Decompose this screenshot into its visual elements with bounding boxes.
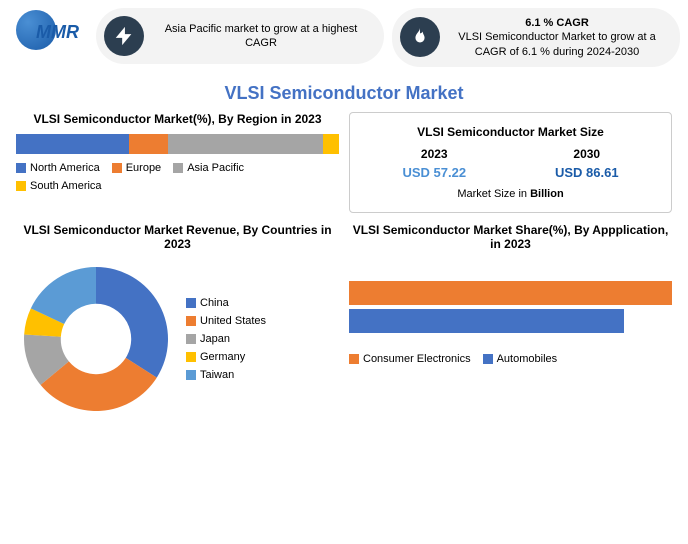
logo-text: MMR xyxy=(36,22,79,43)
region-legend: North America Europe Asia Pacific South Ame… xyxy=(16,162,339,192)
size-year-1: 2023 xyxy=(402,147,466,161)
size-year-2: 2030 xyxy=(555,147,619,161)
size-note-bold: Billion xyxy=(530,188,564,200)
region-panel: VLSI Semiconductor Market(%), By Region … xyxy=(16,112,339,213)
donut-slice xyxy=(96,267,168,378)
region-segment xyxy=(168,134,323,154)
flame-icon xyxy=(400,17,440,57)
size-box: VLSI Semiconductor Market Size 2023 USD … xyxy=(349,112,672,213)
main-title: VLSI Semiconductor Market xyxy=(0,83,688,104)
region-title: VLSI Semiconductor Market(%), By Region … xyxy=(16,112,339,126)
bolt-icon xyxy=(104,16,144,56)
legend-item: Germany xyxy=(186,351,266,363)
size-note: Market Size in Billion xyxy=(358,188,663,200)
app-bar xyxy=(349,309,624,333)
legend-item: South America xyxy=(16,180,102,192)
info-text-1: Asia Pacific market to grow at a highest… xyxy=(154,22,368,51)
size-val-1: USD 57.22 xyxy=(402,165,466,180)
legend-item: China xyxy=(186,297,266,309)
countries-panel: VLSI Semiconductor Market Revenue, By Co… xyxy=(16,223,339,419)
legend-item: Consumer Electronics xyxy=(349,353,471,365)
legend-item: Asia Pacific xyxy=(173,162,244,174)
info-2-highlight: 6.1 % CAGR xyxy=(450,16,664,30)
application-panel: VLSI Semiconductor Market Share(%), By A… xyxy=(349,223,672,419)
application-bars xyxy=(349,281,672,333)
size-val-2: USD 86.61 xyxy=(555,165,619,180)
legend-item: North America xyxy=(16,162,100,174)
legend-item: United States xyxy=(186,315,266,327)
size-col-2030: 2030 USD 86.61 xyxy=(555,147,619,180)
region-segment xyxy=(16,134,129,154)
application-title: VLSI Semiconductor Market Share(%), By A… xyxy=(349,223,672,251)
app-bar xyxy=(349,281,672,305)
size-col-2023: 2023 USD 57.22 xyxy=(402,147,466,180)
application-legend: Consumer Electronics Automobiles xyxy=(349,353,672,365)
countries-legend: China United States Japan Germany Taiwan xyxy=(186,297,266,381)
region-stacked-bar xyxy=(16,134,339,154)
info-box-cagr-value: 6.1 % CAGR VLSI Semiconductor Market to … xyxy=(392,8,680,67)
region-segment xyxy=(323,134,339,154)
legend-item: Automobiles xyxy=(483,353,558,365)
size-panel: VLSI Semiconductor Market Size 2023 USD … xyxy=(349,112,672,213)
region-segment xyxy=(129,134,168,154)
info-2-body: VLSI Semiconductor Market to grow at a C… xyxy=(450,30,664,59)
logo: MMR xyxy=(8,8,88,58)
size-note-prefix: Market Size in xyxy=(457,188,530,200)
legend-item: Japan xyxy=(186,333,266,345)
legend-item: Taiwan xyxy=(186,369,266,381)
countries-donut xyxy=(16,259,176,419)
size-title: VLSI Semiconductor Market Size xyxy=(358,125,663,139)
info-text-2: 6.1 % CAGR VLSI Semiconductor Market to … xyxy=(450,16,664,59)
countries-title: VLSI Semiconductor Market Revenue, By Co… xyxy=(16,223,339,251)
info-box-cagr-region: Asia Pacific market to grow at a highest… xyxy=(96,8,384,64)
legend-item: Europe xyxy=(112,162,161,174)
